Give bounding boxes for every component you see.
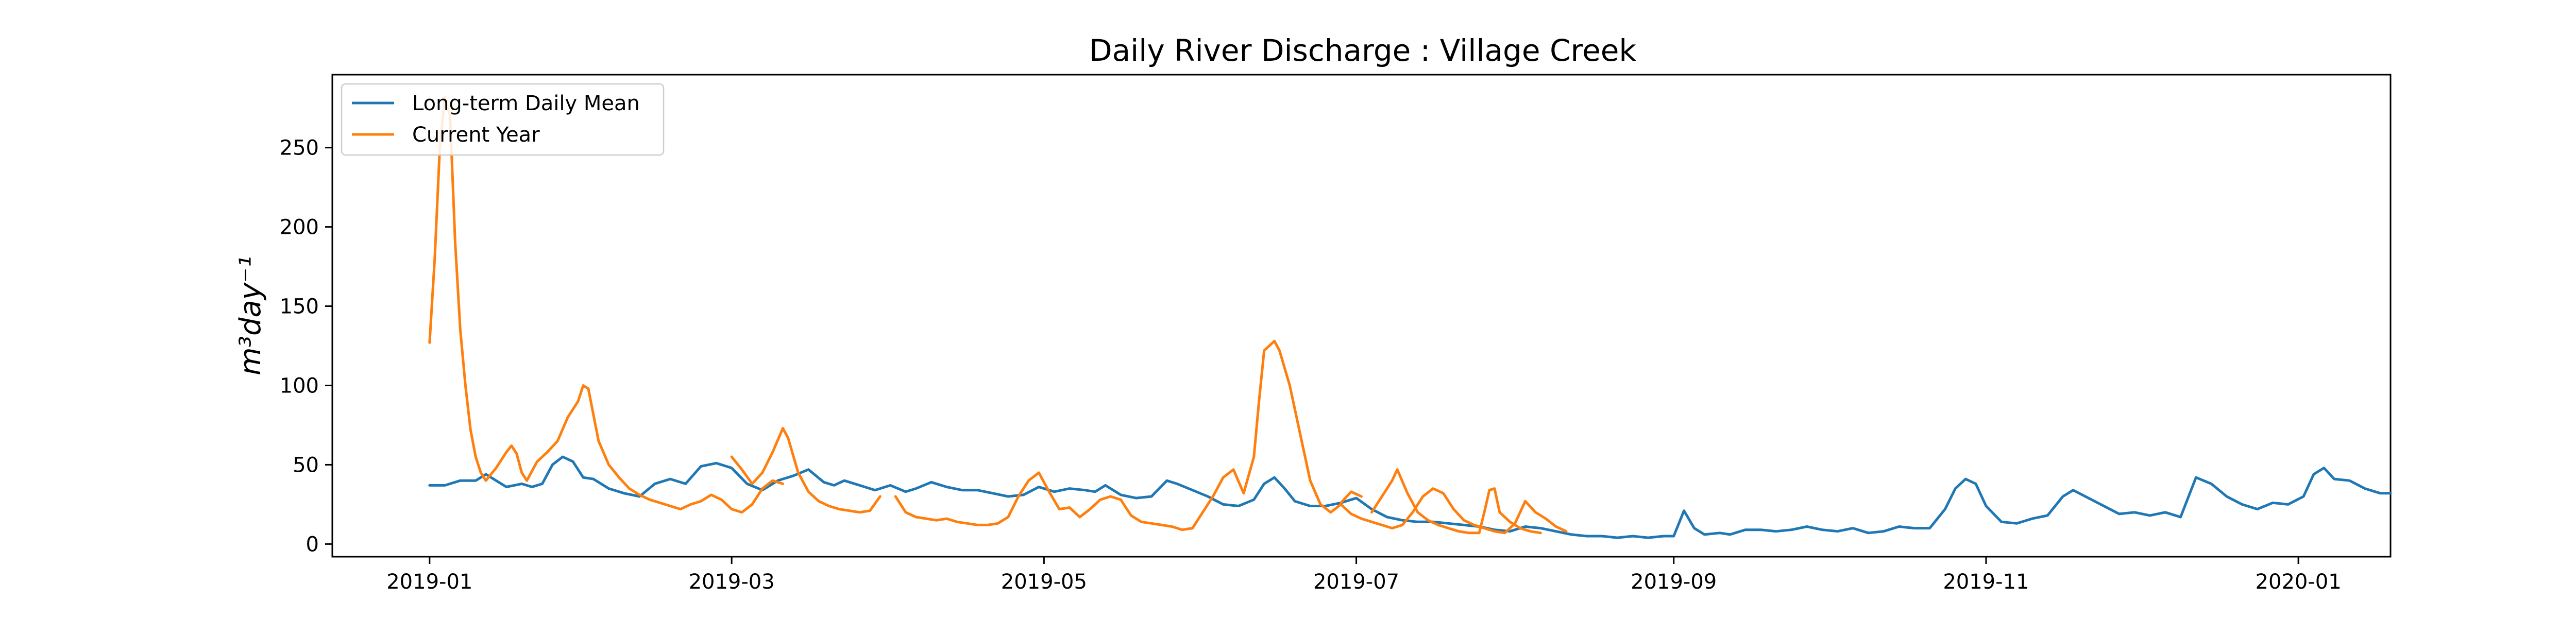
x-axis: 2019-01 2019-03 2019-05 2019-07 2019-09 2019-… bbox=[386, 557, 2342, 594]
series-line-current-year bbox=[1340, 490, 1363, 504]
x-tick-label: 2019-05 bbox=[1001, 570, 1087, 594]
legend: Long-term Daily Mean Current Year bbox=[341, 83, 665, 156]
series-line-current-year bbox=[730, 427, 882, 514]
legend-label-current-year: Current Year bbox=[412, 123, 540, 147]
x-tick-label: 2020-01 bbox=[2256, 570, 2342, 594]
x-tick-label: 2019-07 bbox=[1313, 570, 1399, 594]
x-tick-label: 2019-01 bbox=[386, 570, 472, 594]
series-line-current-year bbox=[1370, 468, 1542, 535]
y-tick-label: 250 bbox=[280, 136, 319, 160]
y-tick-label: 100 bbox=[280, 374, 319, 398]
legend-box bbox=[341, 83, 665, 156]
legend-label-long-term-mean: Long-term Daily Mean bbox=[412, 92, 640, 115]
series-layer bbox=[428, 95, 2392, 539]
y-tick-label: 150 bbox=[280, 295, 319, 319]
y-tick-label: 0 bbox=[306, 533, 319, 556]
x-tick-label: 2019-03 bbox=[689, 570, 775, 594]
y-tick-label: 50 bbox=[293, 453, 319, 477]
x-tick-label: 2019-09 bbox=[1631, 570, 1717, 594]
axes-frame bbox=[331, 74, 2392, 558]
plot-area: 2019-01 2019-03 2019-05 2019-07 2019-09 2019-… bbox=[280, 74, 2392, 594]
series-line-current-year bbox=[428, 95, 784, 514]
y-tick-label: 200 bbox=[280, 216, 319, 239]
y-axis: 0 50 100 150 200 250 bbox=[280, 136, 332, 556]
y-axis-label: m³day⁻¹ bbox=[234, 256, 267, 375]
series-line-long-term-mean bbox=[428, 455, 2392, 539]
chart-title: Daily River Discharge : Village Creek bbox=[1089, 33, 1636, 68]
series-line-current-year bbox=[894, 339, 1568, 535]
x-tick-label: 2019-11 bbox=[1943, 570, 2029, 594]
